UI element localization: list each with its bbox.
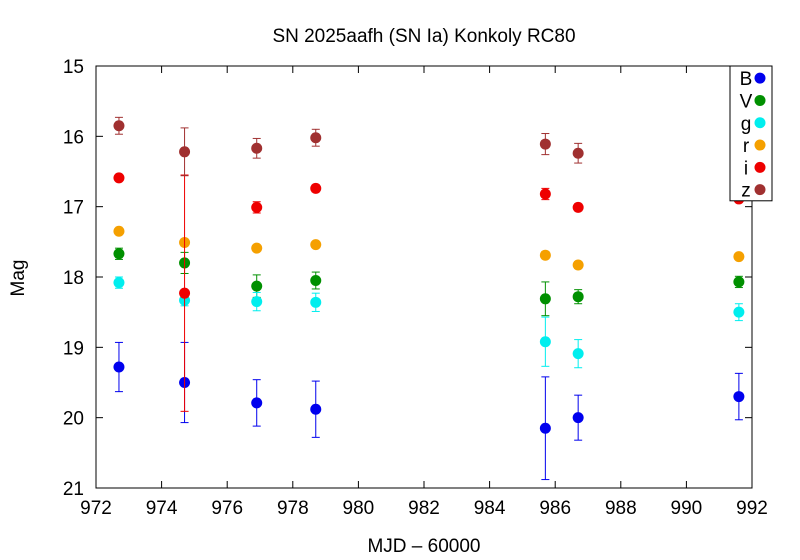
legend-marker-V [754, 94, 766, 106]
data-point-z [572, 147, 584, 159]
legend-label-z: z [741, 181, 751, 202]
y-tick-label: 20 [63, 409, 84, 430]
x-tick-label: 986 [539, 498, 571, 519]
data-point-V [113, 248, 125, 260]
x-tick-label: 988 [605, 498, 637, 519]
data-point-g [733, 306, 745, 318]
legend-label-B: B [740, 69, 753, 90]
data-point-B [113, 361, 125, 373]
chart-title: SN 2025aafh (SN Ia) Konkoly RC80 [272, 26, 575, 47]
y-tick-label: 19 [63, 338, 84, 359]
data-point-g [539, 336, 551, 348]
data-point-r [539, 249, 551, 261]
y-tick-label: 16 [63, 127, 84, 148]
legend-marker-z [754, 184, 766, 196]
x-axis-label: MJD – 60000 [367, 536, 480, 557]
legend-label-g: g [741, 114, 752, 135]
data-point-r [251, 242, 263, 254]
x-tick-label: 980 [343, 498, 375, 519]
y-tick-label: 18 [63, 268, 84, 289]
data-point-B [733, 391, 745, 403]
y-tick-label: 21 [63, 479, 84, 500]
data-point-i [539, 188, 551, 200]
data-point-B [572, 412, 584, 424]
x-tick-label: 972 [80, 498, 112, 519]
series-i [113, 172, 745, 412]
legend-box [729, 65, 773, 202]
plot-frame [95, 65, 753, 489]
x-tick-label: 984 [474, 498, 506, 519]
x-tick-label: 974 [146, 498, 178, 519]
legend-marker-g [754, 117, 766, 129]
legend-marker-r [754, 139, 766, 151]
legend-label-i: i [744, 158, 748, 179]
data-point-g [310, 296, 322, 308]
axis-ticks: 972 974 976 978 980 982 984 986 988 990 992 15 16 17 1… [63, 57, 768, 519]
y-tick-label: 17 [63, 198, 84, 219]
series-z [113, 116, 745, 177]
x-tick-label: 990 [671, 498, 703, 519]
data-point-i [179, 287, 191, 299]
legend-label-r: r [743, 136, 750, 157]
legend-label-V: V [740, 91, 753, 112]
data-point-g [251, 296, 263, 308]
data-point-r [310, 239, 322, 251]
data-point-V [310, 275, 322, 287]
data-point-z [251, 142, 263, 154]
data-point-z [113, 120, 125, 132]
data-point-V [572, 291, 584, 303]
data-point-r [113, 225, 125, 237]
data-point-r [572, 259, 584, 271]
data-point-V [251, 280, 263, 292]
data-point-z [310, 132, 322, 144]
x-tick-label: 976 [211, 498, 243, 519]
x-tick-label: 992 [736, 498, 768, 519]
data-point-V [733, 276, 745, 288]
data-point-i [113, 172, 125, 184]
data-point-z [179, 146, 191, 158]
data-point-r [733, 251, 745, 263]
data-point-i [251, 201, 263, 213]
y-tick-label: 15 [63, 57, 84, 78]
data-point-V [539, 293, 551, 305]
data-point-g [572, 348, 584, 360]
data-point-g [113, 277, 125, 289]
x-tick-label: 982 [408, 498, 440, 519]
legend-marker-i [754, 161, 766, 173]
data-point-B [310, 403, 322, 415]
series-r [113, 225, 745, 271]
data-point-i [572, 201, 584, 213]
data-marks [113, 116, 745, 481]
data-point-B [251, 397, 263, 409]
data-point-i [310, 182, 322, 194]
x-tick-label: 978 [277, 498, 309, 519]
data-point-z [539, 138, 551, 150]
legend-marker-B [754, 72, 766, 84]
data-point-B [539, 422, 551, 434]
y-axis-label: Mag [8, 260, 29, 297]
